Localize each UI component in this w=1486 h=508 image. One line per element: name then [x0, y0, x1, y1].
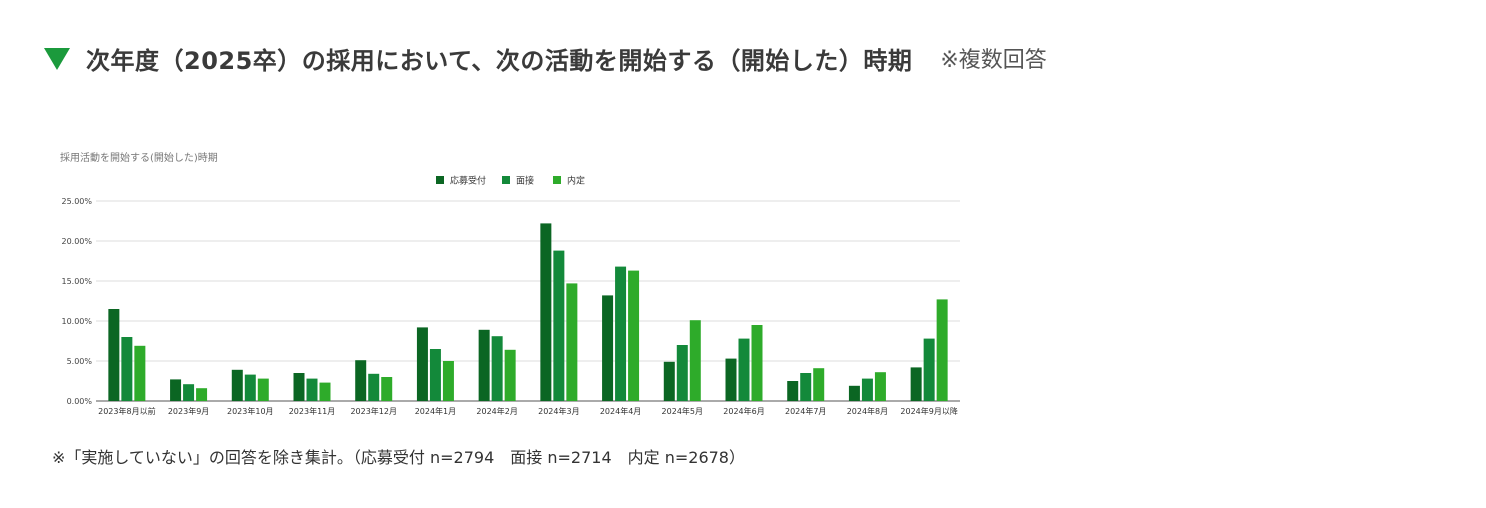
bar-1-7 — [478, 329, 490, 401]
y-tick-label-2: 5.00% — [67, 357, 93, 366]
bar-3-6 — [442, 361, 454, 401]
x-tick-label-1: 2023年8月以前 — [98, 406, 155, 416]
legend-label-2: 面接 — [516, 175, 534, 187]
legend-label-3: 内定 — [567, 175, 585, 187]
bar-1-9 — [602, 295, 614, 401]
legend-swatch-1 — [436, 176, 444, 184]
title-note: ※複数回答 — [940, 48, 1047, 73]
chart-container: 採用活動を開始する(開始した)時期応募受付 面接 内定 0.00% 5.00% 10.00… — [56, 145, 966, 425]
bar-1-4 — [293, 373, 305, 401]
bar-2-1 — [121, 337, 133, 401]
bar-2-10 — [676, 345, 688, 401]
bar-1-11 — [725, 358, 737, 401]
page-title: 次年度（2025卒）の採用において、次の活動を開始する（開始した）時期 — [86, 46, 913, 75]
footnote: ※「実施していない」の回答を除き集計。（応募受付 n=2794 面接 n=271… — [52, 448, 745, 467]
bar-1-1 — [108, 309, 120, 401]
bar-1-3 — [231, 369, 243, 401]
bar-2-11 — [738, 338, 750, 401]
x-tick-label-12: 2024年7月 — [785, 406, 826, 416]
bar-3-3 — [257, 378, 269, 401]
x-tick-label-4: 2023年11月 — [289, 406, 336, 416]
bar-1-10 — [663, 361, 675, 401]
legend-swatch-3 — [553, 176, 561, 184]
x-tick-label-7: 2024年2月 — [476, 406, 517, 416]
bar-3-4 — [319, 382, 331, 401]
bar-2-13 — [861, 378, 873, 401]
bar-2-6 — [429, 349, 441, 401]
x-tick-label-2: 2023年9月 — [168, 406, 209, 416]
bar-2-2 — [183, 384, 195, 401]
bar-3-12 — [813, 368, 825, 401]
x-tick-label-8: 2024年3月 — [538, 406, 579, 416]
y-tick-label-5: 20.00% — [61, 237, 92, 246]
y-tick-label-1: 0.00% — [67, 397, 93, 406]
bar-3-10 — [689, 320, 701, 401]
bar-2-5 — [368, 373, 380, 401]
bar-3-8 — [566, 283, 578, 401]
x-tick-label-6: 2024年1月 — [415, 406, 456, 416]
bar-3-11 — [751, 325, 763, 401]
x-tick-label-14: 2024年9月以降 — [900, 406, 957, 416]
bar-2-8 — [553, 250, 565, 401]
title-row: 次年度（2025卒）の採用において、次の活動を開始する（開始した）時期 ※複数回… — [44, 38, 1047, 78]
bar-3-9 — [628, 270, 640, 401]
legend-swatch-2 — [502, 176, 510, 184]
bar-3-5 — [381, 377, 393, 401]
bar-1-5 — [355, 360, 367, 401]
bar-1-13 — [848, 385, 860, 401]
x-tick-label-3: 2023年10月 — [227, 406, 274, 416]
bar-1-12 — [787, 381, 799, 401]
bar-3-1 — [134, 345, 146, 401]
y-tick-label-3: 10.00% — [61, 317, 92, 326]
x-tick-label-13: 2024年8月 — [847, 406, 888, 416]
bar-1-6 — [416, 327, 428, 401]
bar-2-3 — [244, 374, 256, 401]
bar-3-14 — [936, 299, 948, 401]
triangle-marker-icon — [44, 48, 70, 70]
bar-2-7 — [491, 336, 503, 401]
bar-1-2 — [170, 379, 182, 401]
x-tick-label-11: 2024年6月 — [723, 406, 764, 416]
bar-2-4 — [306, 378, 318, 401]
bar-2-12 — [800, 373, 812, 401]
x-tick-label-10: 2024年5月 — [662, 406, 703, 416]
y-tick-label-6: 25.00% — [61, 197, 92, 206]
y-tick-label-4: 15.00% — [61, 277, 92, 286]
chart-title: 採用活動を開始する(開始した)時期 — [60, 151, 218, 164]
bar-2-14 — [923, 338, 935, 401]
x-tick-label-5: 2023年12月 — [350, 406, 397, 416]
bar-3-7 — [504, 349, 516, 401]
bar-2-9 — [615, 266, 627, 401]
bar-1-14 — [910, 367, 922, 401]
x-tick-label-9: 2024年4月 — [600, 406, 641, 416]
bar-1-8 — [540, 223, 552, 401]
bar-3-13 — [874, 372, 886, 401]
bar-3-2 — [196, 388, 208, 401]
legend-label-1: 応募受付 — [450, 175, 486, 187]
